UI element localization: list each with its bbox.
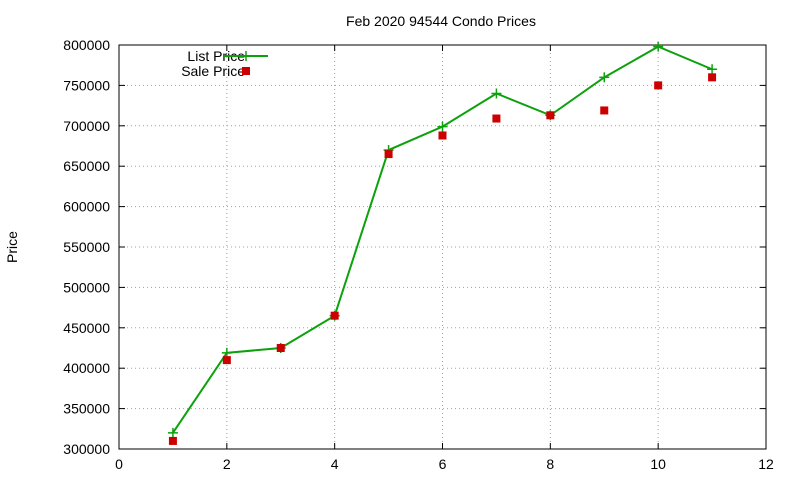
legend-label: Sale Price bbox=[181, 63, 245, 79]
series-layer bbox=[167, 41, 718, 445]
data-point-cross bbox=[707, 64, 718, 75]
data-point-square bbox=[168, 436, 177, 445]
x-tick-label: 12 bbox=[758, 456, 774, 472]
data-point-cross bbox=[653, 41, 664, 52]
data-point-cross bbox=[167, 427, 178, 438]
y-tick-label: 750000 bbox=[63, 77, 110, 93]
y-tick-label: 650000 bbox=[63, 158, 110, 174]
y-tick-label: 500000 bbox=[63, 279, 110, 295]
x-tick-label: 4 bbox=[331, 456, 339, 472]
y-tick-label: 350000 bbox=[63, 401, 110, 417]
data-point-square bbox=[276, 344, 285, 352]
data-point-square bbox=[384, 150, 393, 159]
x-tick-label: 8 bbox=[546, 456, 554, 472]
y-tick-label: 550000 bbox=[63, 239, 110, 255]
data-point-cross bbox=[437, 121, 448, 132]
data-point-cross bbox=[599, 72, 610, 83]
data-point-cross bbox=[491, 88, 502, 99]
data-point-square bbox=[654, 81, 663, 90]
grid-layer bbox=[119, 45, 766, 449]
data-point-square bbox=[708, 73, 717, 82]
y-tick-label: 400000 bbox=[63, 360, 110, 376]
chart-title: Feb 2020 94544 Condo Prices bbox=[346, 13, 536, 29]
x-tick-label: 10 bbox=[650, 456, 666, 472]
x-tick-label: 2 bbox=[223, 456, 231, 472]
y-tick-label: 300000 bbox=[63, 441, 110, 457]
data-point-square bbox=[492, 114, 501, 123]
y-tick-label: 450000 bbox=[63, 320, 110, 336]
series-1 bbox=[168, 73, 717, 445]
tick-layer: 300000 350000 400000 450000 500000 550000 6000… bbox=[63, 37, 774, 472]
legend-square-swatch bbox=[242, 67, 250, 75]
legend-label: List Price bbox=[187, 48, 245, 64]
y-tick-label: 600000 bbox=[63, 199, 110, 215]
x-tick-label: 0 bbox=[115, 456, 123, 472]
data-point-square bbox=[600, 106, 609, 115]
y-tick-label: 700000 bbox=[63, 118, 110, 134]
series-line bbox=[172, 45, 713, 434]
data-point-square bbox=[222, 356, 231, 365]
x-tick-label: 6 bbox=[439, 456, 447, 472]
legend-cross-swatch bbox=[241, 51, 251, 61]
y-tick-label: 800000 bbox=[63, 37, 110, 53]
data-point-square bbox=[330, 311, 339, 320]
y-axis-label: Price bbox=[4, 231, 20, 263]
data-point-square bbox=[546, 111, 555, 120]
data-point-square bbox=[438, 131, 447, 140]
